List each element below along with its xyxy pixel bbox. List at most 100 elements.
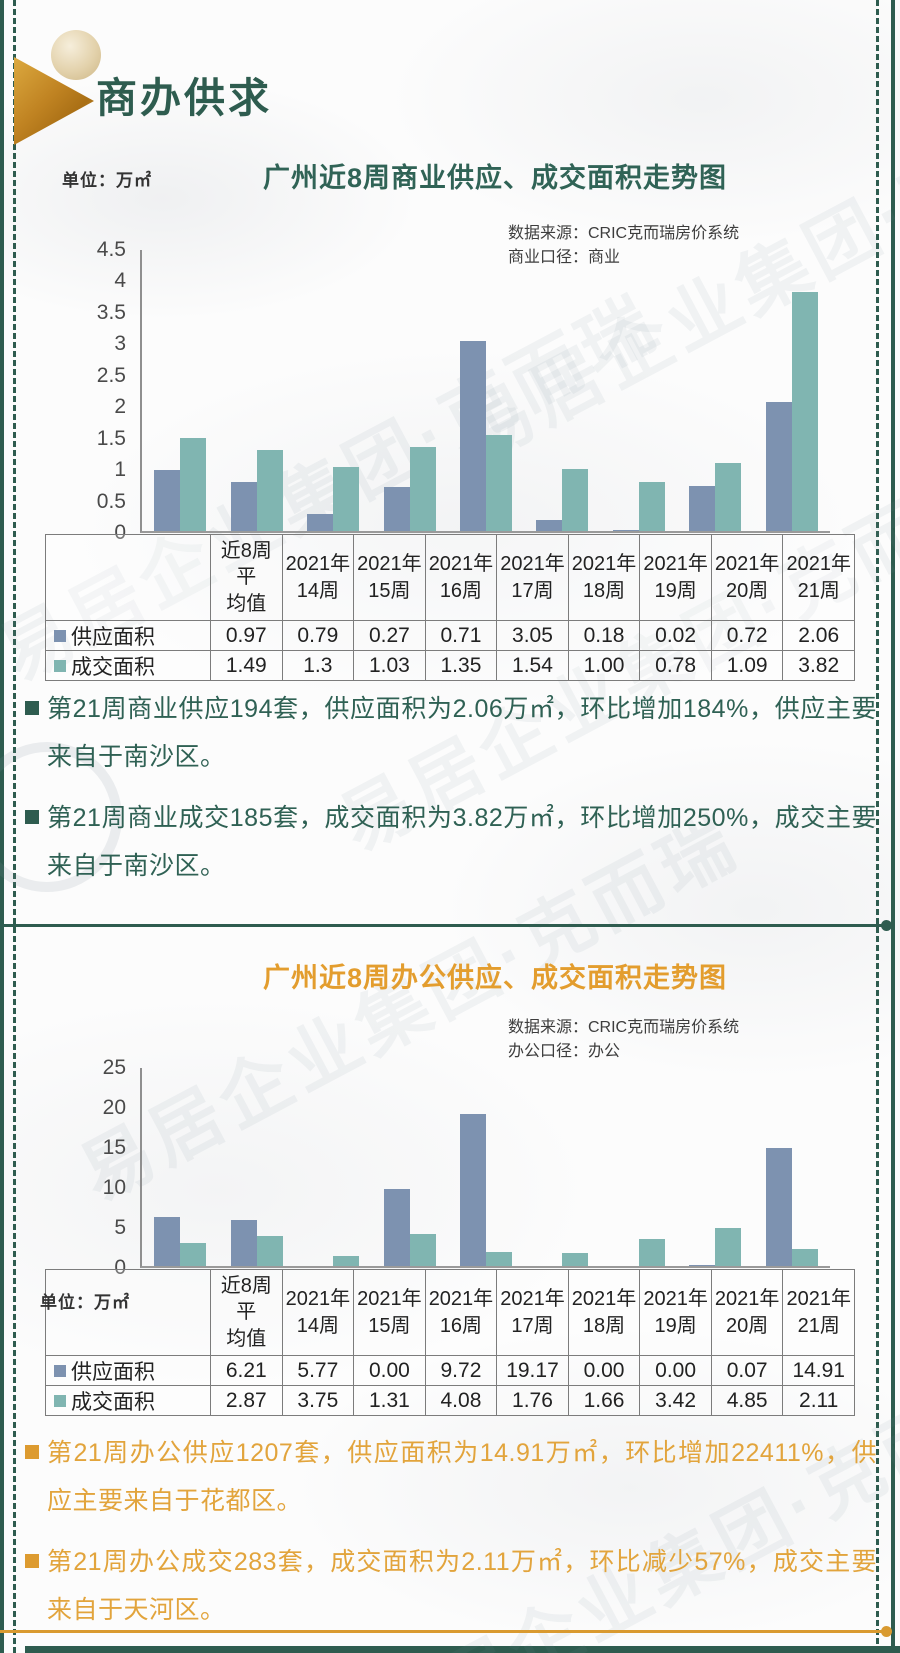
deal-bar-7 — [715, 1227, 742, 1266]
table-category-header: 2021年 16周 — [424, 1270, 497, 1356]
table-value-cell: 1.66 — [567, 1386, 640, 1416]
office-data-table: 近8周平 均值 2021年 14周 2021年 15周 2021年 16周 2021年 17周 20… — [45, 1269, 855, 1417]
y-axis: 0 0.5 1 1.5 2 2.5 3 3.5 4 4.5 — [45, 238, 133, 544]
table-category-header: 2021年 20周 — [710, 1270, 783, 1356]
bar-group — [295, 250, 371, 531]
bar-group — [371, 1068, 447, 1266]
legend-cell: 成交面积 — [46, 651, 210, 680]
y-axis-tick-label: 15 — [102, 1136, 126, 1159]
bullet-text: 第21周商业成交185套，成交面积为3.82万㎡，环比增加250%，成交主要来自… — [47, 804, 877, 880]
y-axis-tick-label: 3.5 — [96, 300, 126, 324]
y-axis-tick-label: 20 — [102, 1096, 126, 1119]
legend-label: 成交面积 — [71, 655, 155, 679]
table-value-cell: 0.00 — [353, 1356, 425, 1386]
table-value-cell: 1.54 — [496, 651, 568, 681]
table-value-cell: 3.05 — [496, 621, 568, 651]
bullet-square-icon — [25, 1445, 39, 1459]
deal-bar-2 — [333, 466, 360, 531]
bar-group — [218, 1068, 294, 1266]
table-category-header: 2021年 14周 — [281, 1270, 354, 1356]
table-value-cell: 0.00 — [567, 1356, 640, 1386]
table-series-row: 供应面积 6.21 5.77 0.00 9.72 19.17 0.00 0.00 0.07 14.… — [46, 1355, 854, 1386]
deal-bar-3 — [409, 446, 436, 531]
y-axis-tick-label: 4.5 — [96, 238, 126, 261]
bullet-item: 第21周办公成交283套，成交面积为2.11万㎡，环比减少57%，成交主要来自于… — [25, 1539, 877, 1634]
supply-bar-4 — [459, 1114, 486, 1266]
y-axis-tick-label: 1.5 — [96, 426, 126, 450]
supply-bar-3 — [383, 486, 410, 531]
table-value-cell: 1.49 — [210, 651, 282, 681]
data-source-line: 数据来源：CRIC克而瑞房价系统 — [508, 225, 740, 242]
table-category-header: 2021年 14周 — [281, 535, 354, 621]
divider-end-dot — [881, 920, 892, 931]
bullet-square-icon — [25, 1554, 39, 1568]
table-value-cell: 0.07 — [710, 1356, 783, 1386]
table-category-header: 2021年 15周 — [353, 1270, 425, 1356]
table-series-row: 供应面积 0.97 0.79 0.27 0.71 3.05 0.18 0.02 0.72 2.06 — [46, 620, 854, 651]
table-value-cell: 4.08 — [424, 1386, 497, 1416]
legend-label: 供应面积 — [71, 625, 155, 649]
deal-bar-8 — [791, 292, 818, 531]
bullet-text: 第21周办公成交283套，成交面积为2.11万㎡，环比减少57%，成交主要来自于… — [47, 1548, 877, 1624]
table-value-cell: 0.27 — [353, 621, 425, 651]
supply-bar-8 — [765, 1147, 792, 1266]
supply-bar-8 — [765, 402, 792, 531]
legend-cell: 供应面积 — [46, 621, 210, 650]
table-value-cell: 4.85 — [710, 1386, 783, 1416]
table-category-header: 2021年 19周 — [639, 1270, 711, 1356]
bar-group — [524, 250, 600, 531]
supply-legend-swatch-icon — [54, 1364, 66, 1377]
bar-group — [754, 1068, 830, 1266]
table-category-header: 2021年 18周 — [567, 1270, 640, 1356]
table-value-cell: 9.72 — [424, 1356, 497, 1386]
office-chart-title: 广州近8周办公供应、成交面积走势图 — [262, 963, 727, 993]
y-axis-tick-label: 0.5 — [96, 489, 126, 513]
deal-bar-5 — [562, 468, 589, 531]
bar-group — [371, 250, 447, 531]
deal-bar-6 — [638, 1238, 665, 1266]
table-value-cell: 0.71 — [424, 621, 497, 651]
plot-area — [140, 250, 830, 533]
bar-group — [524, 1068, 600, 1266]
bar-group — [601, 1068, 677, 1266]
green-section-divider — [0, 920, 892, 931]
table-value-cell: 6.21 — [210, 1356, 282, 1386]
table-series-row: 成交面积 2.87 3.75 1.31 4.08 1.76 1.66 3.42 4.85 2.11 — [46, 1385, 854, 1416]
supply-bar-1 — [230, 1220, 257, 1266]
plot-area — [140, 1068, 830, 1268]
supply-bar-5 — [536, 519, 563, 531]
deal-bar-1 — [256, 1236, 283, 1266]
supply-bar-0 — [154, 470, 181, 531]
divider-end-dot — [881, 1626, 892, 1637]
supply-bar-4 — [459, 340, 486, 531]
office-data-source: 数据来源：CRIC克而瑞房价系统 办公口径：办公 — [508, 1016, 739, 1064]
table-category-header: 2021年 21周 — [782, 1270, 854, 1356]
data-caliber-line: 办公口径：办公 — [508, 1043, 621, 1060]
bar-group — [754, 250, 830, 531]
table-value-cell: 1.3 — [281, 651, 354, 681]
table-category-header: 2021年 20周 — [710, 535, 783, 621]
legend-cell: 成交面积 — [46, 1386, 210, 1415]
table-corner-cell — [46, 535, 210, 620]
table-value-cell: 14.91 — [782, 1356, 854, 1386]
supply-legend-swatch-icon — [54, 629, 66, 642]
office-summary-bullets: 第21周办公供应1207套，供应面积为14.91万㎡，环比增加22411%，供应… — [25, 1430, 877, 1648]
deal-legend-swatch-icon — [54, 659, 66, 672]
y-axis-tick-label: 0 — [114, 1256, 126, 1279]
bar-group — [677, 1068, 753, 1266]
y-axis-tick-label: 1 — [114, 458, 126, 482]
bullet-text: 第21周商业供应194套，供应面积为2.06万㎡，环比增加184%，供应主要来自… — [47, 695, 877, 771]
y-axis-tick-label: 3 — [114, 332, 126, 356]
supply-bar-7 — [689, 1265, 716, 1266]
tan-sphere-icon — [51, 30, 101, 80]
legend-cell: 供应面积 — [46, 1356, 210, 1385]
deal-bar-3 — [409, 1233, 436, 1266]
table-value-cell: 3.42 — [639, 1386, 711, 1416]
table-value-cell: 1.09 — [710, 651, 783, 681]
bullet-square-icon — [25, 701, 39, 715]
bar-group — [448, 1068, 524, 1266]
table-category-header: 近8周平 均值 — [210, 1270, 282, 1356]
bullet-item: 第21周商业成交185套，成交面积为3.82万㎡，环比增加250%，成交主要来自… — [25, 795, 877, 890]
deal-bar-8 — [791, 1249, 818, 1266]
